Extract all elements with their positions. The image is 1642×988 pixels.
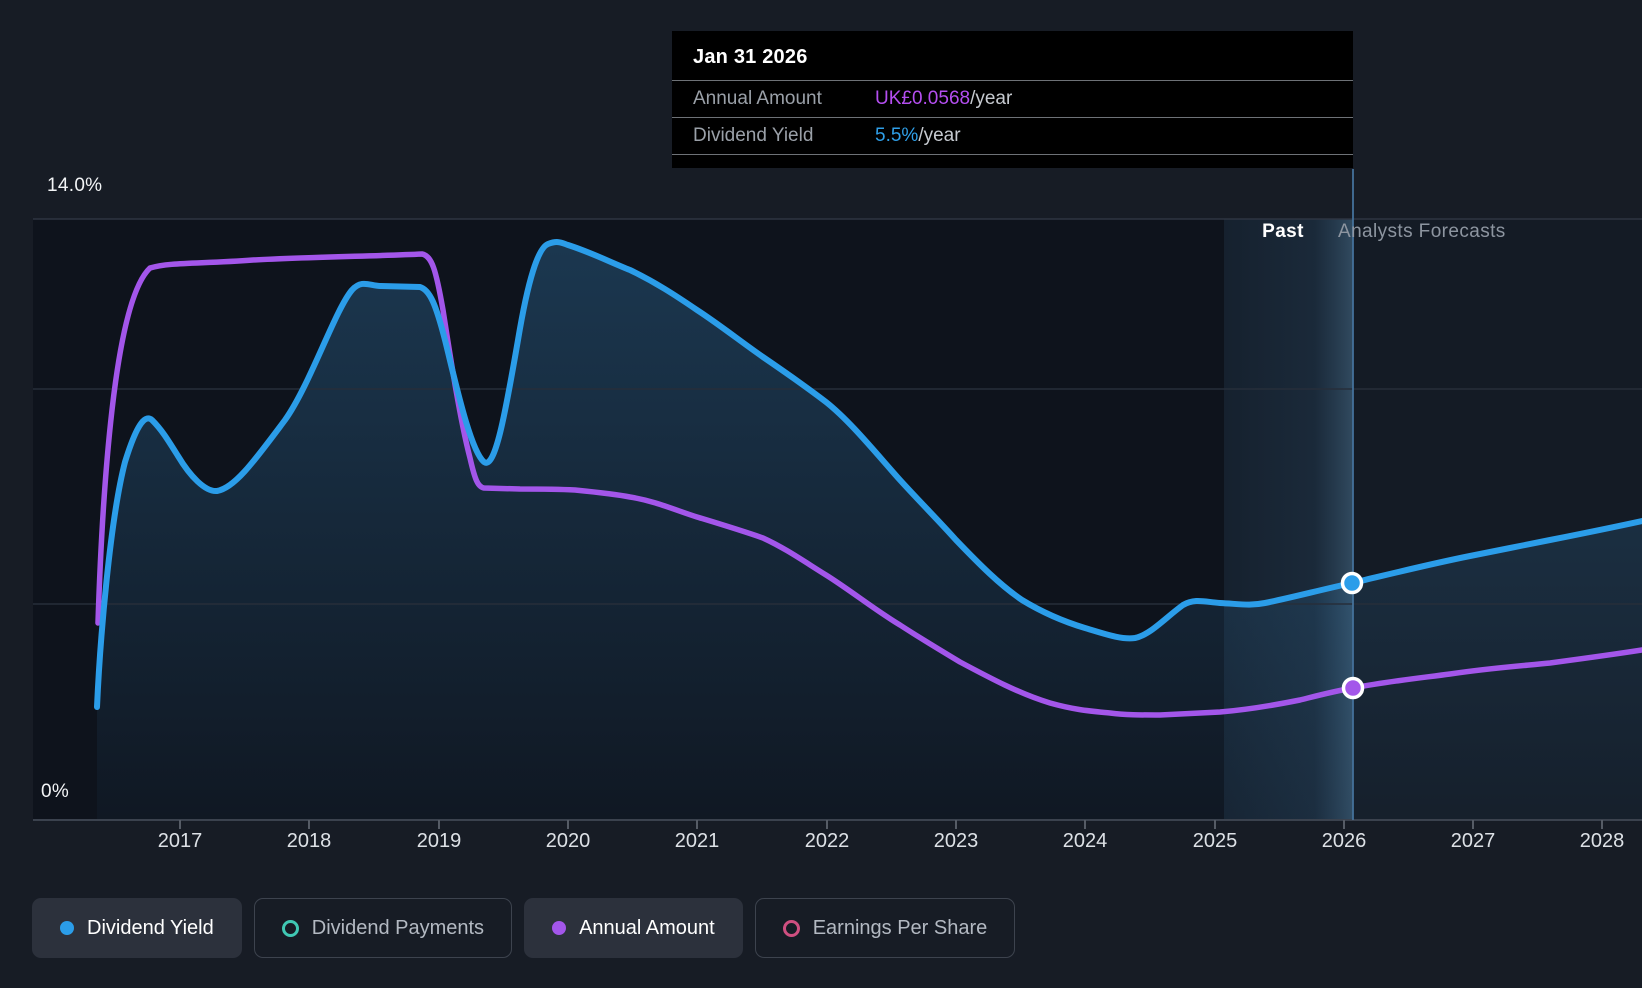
tooltip-bottom-rule bbox=[672, 154, 1353, 168]
x-tick-2023: 2023 bbox=[933, 830, 979, 852]
x-tick-2028: 2028 bbox=[1579, 830, 1625, 852]
dividend-yield-marker-dot bbox=[1340, 571, 1364, 595]
tooltip-annual-amount-label: Annual Amount bbox=[693, 88, 822, 109]
tooltip-annual-amount-value: UK£0.0568 bbox=[875, 88, 971, 109]
legend-toggle-earnings-per-share[interactable]: Earnings Per Share bbox=[754, 898, 1016, 958]
x-tick-2017: 2017 bbox=[157, 830, 203, 852]
x-tick-2025: 2025 bbox=[1192, 830, 1238, 852]
tooltip-annual-amount-suffix: /year bbox=[970, 88, 1013, 109]
x-tick-2020: 2020 bbox=[545, 830, 591, 852]
tooltip-row-dividend-yield: Dividend Yield 5.5%/year bbox=[672, 117, 1353, 154]
legend-label: Dividend Yield bbox=[87, 916, 214, 939]
x-tick-2019: 2019 bbox=[416, 830, 462, 852]
y-axis-min-label: 0% bbox=[41, 781, 70, 802]
annual-amount-line bbox=[95, 251, 1642, 718]
x-axis-ticks bbox=[179, 820, 1603, 829]
x-tick-2024: 2024 bbox=[1062, 830, 1108, 852]
earnings-per-share-ring-icon bbox=[782, 919, 800, 937]
x-tick-2027: 2027 bbox=[1450, 830, 1496, 852]
y-axis-max-label: 14.0% bbox=[47, 175, 103, 196]
dividend-yield-line bbox=[94, 239, 1642, 710]
x-tick-2022: 2022 bbox=[804, 830, 850, 852]
legend-label: Dividend Payments bbox=[311, 916, 485, 939]
tooltip-dividend-yield-label: Dividend Yield bbox=[693, 125, 814, 146]
legend-label: Annual Amount bbox=[579, 916, 715, 939]
legend-label: Earnings Per Share bbox=[812, 916, 988, 939]
x-tick-2026: 2026 bbox=[1321, 830, 1367, 852]
tooltip-dividend-yield-suffix: /year bbox=[918, 125, 961, 146]
chart-legend: Dividend Yield Dividend Payments Annual … bbox=[32, 898, 1016, 958]
legend-toggle-dividend-payments[interactable]: Dividend Payments bbox=[253, 898, 513, 958]
legend-toggle-annual-amount[interactable]: Annual Amount bbox=[524, 898, 743, 958]
analysts-forecasts-zone-label: Analysts Forecasts bbox=[1338, 221, 1506, 242]
x-tick-2018: 2018 bbox=[286, 830, 332, 852]
tooltip-dividend-yield-value: 5.5% bbox=[875, 125, 919, 146]
past-zone-label: Past bbox=[1262, 221, 1304, 242]
annual-amount-dot-icon bbox=[552, 921, 567, 935]
tooltip-row-annual-amount: Annual Amount UK£0.0568/year bbox=[672, 80, 1353, 117]
legend-toggle-dividend-yield[interactable]: Dividend Yield bbox=[32, 898, 242, 958]
dividend-yield-area-fill bbox=[97, 242, 1642, 821]
x-tick-2021: 2021 bbox=[674, 830, 720, 852]
dividend-payments-ring-icon bbox=[281, 919, 299, 937]
tooltip-date: Jan 31 2026 bbox=[693, 46, 808, 68]
dividend-yield-dot-icon bbox=[60, 921, 74, 935]
annual-amount-marker-dot bbox=[1341, 676, 1365, 700]
chart-tooltip: Jan 31 2026 Annual Amount UK£0.0568/year … bbox=[672, 31, 1353, 168]
